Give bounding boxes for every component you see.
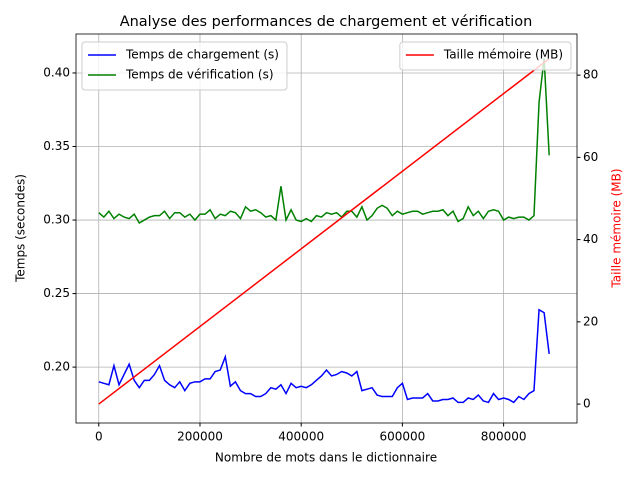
legend-box <box>399 41 572 71</box>
y2-tick-label: 0 <box>583 397 591 411</box>
y2-axis-label: Taille mémoire (MB) <box>610 168 624 288</box>
legend-label: Temps de vérification (s) <box>125 68 274 82</box>
series-line <box>98 58 550 405</box>
legend-box <box>81 41 288 91</box>
x-tick-label: 600000 <box>380 430 426 444</box>
y2-tick-label: 60 <box>583 150 598 164</box>
series-line <box>98 308 550 404</box>
y-tick-label: 0.30 <box>43 213 70 227</box>
x-tick-label: 800000 <box>481 430 527 444</box>
x-axis-label: Nombre de mots dans le dictionnaire <box>215 451 437 465</box>
y-axis-label: Temps (secondes) <box>14 174 28 283</box>
y2-tick-label: 40 <box>583 232 598 246</box>
y-tick-label: 0.40 <box>43 65 70 79</box>
legend-label: Temps de chargement (s) <box>125 48 279 62</box>
x-tick-label: 200000 <box>177 430 223 444</box>
plot-frame <box>75 33 578 424</box>
legend: Taille mémoire (MB) <box>399 41 572 71</box>
y2-tick-label: 80 <box>583 68 598 82</box>
x-tick-label: 0 <box>95 430 103 444</box>
y-tick-label: 0.25 <box>43 286 70 300</box>
series-line <box>98 58 550 225</box>
chart-title: Analyse des performances de chargement e… <box>120 14 533 30</box>
y-tick-label: 0.35 <box>43 139 70 153</box>
y-tick-label: 0.20 <box>43 360 70 374</box>
x-tick-label: 400000 <box>278 430 324 444</box>
y2-tick-label: 20 <box>583 314 598 328</box>
legend-label: Taille mémoire (MB) <box>443 48 563 62</box>
legend: Temps de chargement (s) Temps de vérifica… <box>81 41 288 91</box>
